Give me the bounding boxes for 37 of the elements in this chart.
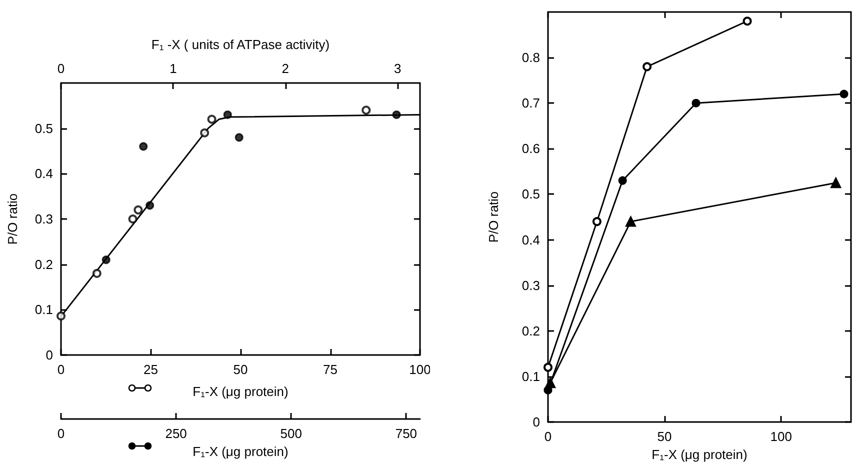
y-tick-label: 0.7 (522, 96, 540, 111)
y-tick-label: 0.3 (522, 278, 540, 293)
x2-tick-label: 1 (170, 61, 177, 76)
x-tick-label: 0 (544, 429, 552, 444)
y-tick-label: 0.4 (522, 232, 540, 248)
x-tick-label: 0 (57, 426, 65, 441)
x-axis-title: F₁-X (μg protein) (192, 444, 288, 459)
x-tick-label: 100 (770, 429, 792, 444)
x2-tick-label: 2 (282, 61, 289, 76)
y-tick-label: 0.6 (522, 141, 540, 156)
y-tick-label: 0.5 (522, 186, 540, 202)
y-tick-label: 0.4 (34, 166, 53, 182)
x-tick-label: 0 (57, 362, 65, 377)
x2-tick-label: 3 (394, 61, 402, 76)
x-tick-label: 250 (165, 426, 187, 441)
x-tick-label: 50 (233, 362, 248, 377)
y-axis-title: P/O ratio (5, 193, 20, 245)
x-tick-label: 750 (395, 426, 418, 441)
x-axis-title: F₁-X (μg protein) (192, 384, 288, 399)
y-tick-label: 0.1 (522, 368, 540, 384)
y-axis-title: P/O ratio (486, 191, 501, 243)
x-axis-title: F₁-X (μg protein) (652, 446, 748, 462)
x-tick-label: 25 (144, 362, 158, 377)
x2-axis-title: F₁ -X ( units of ATPase activity) (151, 37, 330, 52)
y-tick-label: 0.3 (34, 212, 53, 226)
x-tick-label: 500 (280, 426, 302, 441)
y-tick-label: 0.1 (34, 302, 53, 318)
x-tick-label: 100 (409, 362, 431, 377)
x2-tick-label: 0 (57, 61, 65, 76)
y-tick-label: 0.5 (34, 120, 53, 136)
y-tick-label: 0.8 (522, 50, 540, 66)
x-tick-label: 50 (657, 429, 672, 444)
y-tick-label: 0 (46, 348, 53, 362)
y-tick-label: 0.2 (522, 323, 540, 338)
y-tick-label: 0 (532, 414, 540, 430)
x-tick-label: 75 (323, 362, 338, 377)
y-tick-label: 0.2 (34, 256, 53, 272)
